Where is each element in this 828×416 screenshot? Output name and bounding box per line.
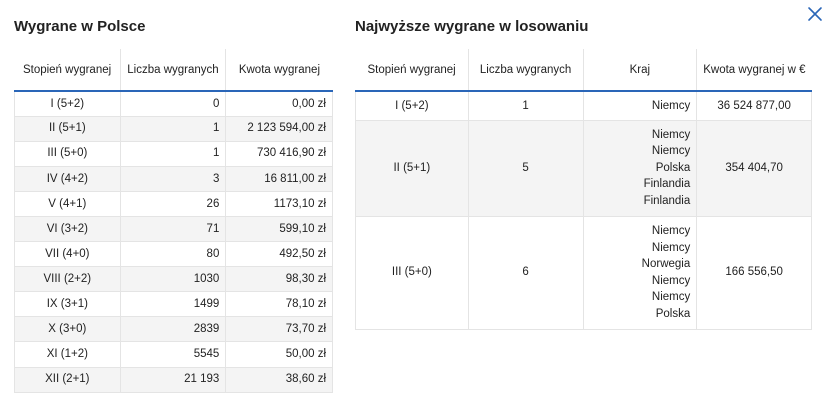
country-name: Niemcy [651, 145, 691, 158]
draw-top-wins-title: Najwyższe wygrane w losowaniu [355, 18, 589, 35]
count-cell: 5545 [119, 341, 227, 368]
count-cell: 26 [119, 190, 227, 217]
poland-wins-title: Wygrane w Polsce [14, 18, 146, 35]
amount-cell: 98,30 zł [225, 266, 333, 293]
tier-cell: IX (3+1) [14, 291, 121, 318]
count-cell: 5 [467, 119, 584, 217]
amount-cell: 50,00 zł [225, 341, 333, 368]
country-cell: Niemcy Niemcy Norwegia Niemcy Niemcy Polska [582, 215, 698, 330]
table-row: III (5+0) 1 730 416,90 zł [14, 140, 333, 167]
table-row: VII (4+0) 80 492,50 zł [14, 241, 333, 268]
close-button[interactable] [806, 5, 824, 23]
count-cell: 1 [119, 115, 227, 142]
tier-cell: V (4+1) [14, 190, 121, 217]
country-name: Niemcy [651, 128, 691, 141]
country-name: Niemcy [651, 99, 691, 112]
table-row: V (4+1) 26 1173,10 zł [14, 190, 333, 217]
header-tier: Stopień wygranej [14, 49, 121, 92]
tier-cell: VIII (2+2) [14, 266, 121, 293]
header-count: Liczba wygranych [119, 49, 226, 92]
amount-cell: 166 556,50 [696, 215, 812, 330]
country-name: Niemcy [651, 225, 691, 237]
country-name: Polska [655, 161, 691, 174]
table-row: IX (3+1) 1499 78,10 zł [14, 291, 333, 318]
header-country: Kraj [582, 49, 697, 92]
table-row: II (5+1) 1 2 123 594,00 zł [14, 115, 333, 142]
country-name: Finlandia [643, 194, 691, 207]
table-row: I (5+2) 1 Niemcy 36 524 877,00 [355, 90, 812, 121]
count-cell: 1 [119, 140, 227, 167]
count-cell: 3 [119, 165, 227, 192]
table-row: IV (4+2) 3 16 811,00 zł [14, 165, 333, 192]
count-cell: 80 [119, 241, 227, 268]
tier-cell: II (5+1) [14, 115, 121, 142]
country-name: Niemcy [651, 291, 691, 303]
table-row: VI (3+2) 71 599,10 zł [14, 215, 333, 243]
tier-cell: IV (4+2) [14, 165, 121, 192]
tier-cell: XI (1+2) [14, 341, 121, 368]
header-amount: Kwota wygranej [225, 49, 333, 92]
table-row: II (5+1) 5 Niemcy Niemcy Polska Finlandia Finl… [355, 119, 812, 217]
table-row: III (5+0) 6 Niemcy Niemcy Norwegia Niemcy Niem… [355, 215, 812, 330]
table-row: XI (1+2) 5545 50,00 zł [14, 341, 333, 368]
amount-cell: 38,60 zł [225, 366, 333, 393]
amount-cell: 0,00 zł [225, 90, 333, 117]
count-cell: 6 [467, 215, 584, 330]
tier-cell: III (5+0) [14, 140, 121, 167]
tier-cell: XII (2+1) [14, 366, 121, 393]
amount-cell: 1173,10 zł [225, 190, 333, 217]
header-amount: Kwota wygranej w € [696, 49, 812, 92]
country-name: Niemcy [651, 274, 691, 287]
country-cell: Niemcy [582, 90, 698, 121]
amount-cell: 78,10 zł [225, 291, 333, 318]
table-row: X (3+0) 2839 73,70 zł [14, 316, 333, 343]
table-header-row: Stopień wygranej Liczba wygranych Kwota … [14, 49, 333, 92]
tier-cell: III (5+0) [355, 215, 469, 330]
table-header-row: Stopień wygranej Liczba wygranych Kraj K… [355, 49, 812, 92]
table-row: I (5+2) 0 0,00 zł [14, 90, 333, 117]
amount-cell: 730 416,90 zł [225, 140, 333, 167]
close-icon [808, 7, 822, 21]
tier-cell: I (5+2) [14, 90, 121, 117]
amount-cell: 492,50 zł [225, 241, 333, 268]
tier-cell: VII (4+0) [14, 241, 121, 268]
amount-cell: 16 811,00 zł [225, 165, 333, 192]
count-cell: 1030 [119, 266, 227, 293]
country-name: Finlandia [643, 178, 691, 191]
count-cell: 1499 [119, 291, 227, 318]
header-count: Liczba wygranych [467, 49, 583, 92]
country-name: Niemcy [651, 241, 691, 254]
tier-cell: I (5+2) [355, 90, 469, 121]
count-cell: 2839 [119, 316, 227, 343]
count-cell: 21 193 [119, 366, 227, 393]
count-cell: 0 [119, 90, 227, 117]
tier-cell: VI (3+2) [14, 215, 121, 243]
amount-cell: 354 404,70 [696, 119, 812, 217]
country-cell: Niemcy Niemcy Polska Finlandia Finlandia [582, 119, 698, 217]
tier-cell: II (5+1) [355, 119, 469, 217]
count-cell: 71 [119, 215, 227, 243]
table-row: VIII (2+2) 1030 98,30 zł [14, 266, 333, 293]
header-tier: Stopień wygranej [355, 49, 469, 92]
amount-cell: 2 123 594,00 zł [225, 115, 333, 142]
amount-cell: 73,70 zł [225, 316, 333, 343]
tier-cell: X (3+0) [14, 316, 121, 343]
country-name: Norwegia [641, 258, 691, 270]
count-cell: 1 [467, 90, 584, 121]
amount-cell: 36 524 877,00 [696, 90, 812, 121]
amount-cell: 599,10 zł [225, 215, 333, 243]
table-row: XII (2+1) 21 193 38,60 zł [14, 366, 333, 393]
poland-wins-table: Stopień wygranej Liczba wygranych Kwota … [14, 49, 333, 393]
country-name: Polska [655, 307, 691, 320]
draw-top-wins-table: Stopień wygranej Liczba wygranych Kraj K… [355, 49, 812, 330]
